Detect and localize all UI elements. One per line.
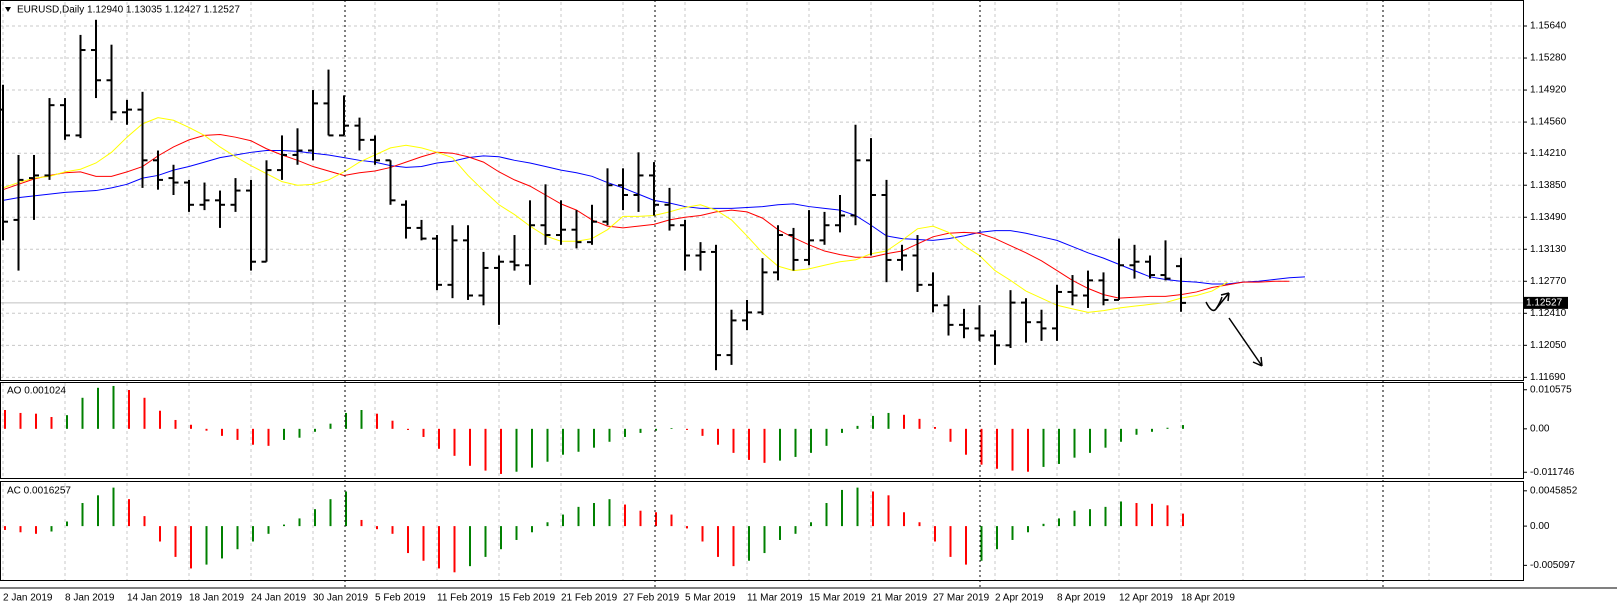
y-tick-label: -0.005097 — [1530, 560, 1575, 571]
y-tick-label: 1.12770 — [1530, 276, 1567, 287]
last-price-label: 1.12527 — [1526, 298, 1563, 309]
x-tick-label: 11 Feb 2019 — [437, 593, 493, 604]
x-tick-label: 14 Jan 2019 — [127, 593, 182, 604]
x-tick-label: 15 Feb 2019 — [499, 593, 556, 604]
y-tick-label: 1.13850 — [1530, 180, 1567, 191]
x-tick-label: 5 Feb 2019 — [375, 593, 426, 604]
y-tick-label: 1.13130 — [1530, 244, 1567, 255]
x-tick-label: 18 Apr 2019 — [1181, 593, 1235, 604]
panel-title: AC 0.0016257 — [7, 486, 71, 497]
x-tick-label: 27 Mar 2019 — [933, 593, 990, 604]
x-tick-label: 5 Mar 2019 — [685, 593, 736, 604]
x-tick-label: 8 Jan 2019 — [65, 593, 115, 604]
x-tick-label: 2 Jan 2019 — [3, 593, 53, 604]
y-tick-label: 1.15640 — [1530, 21, 1567, 32]
drawn-arrow-down — [1228, 317, 1263, 367]
y-tick-label: 1.14210 — [1530, 148, 1567, 159]
x-tick-label: 11 Mar 2019 — [747, 593, 803, 604]
header-triangle — [5, 7, 11, 12]
y-tick-label: 1.13490 — [1530, 212, 1567, 223]
y-tick-label: 0.00 — [1530, 521, 1550, 532]
chart-layer: 1.15640 1.15280 1.14920 1.14560 1.14210 1.138… — [0, 2, 1578, 604]
y-tick-label: 0.00 — [1530, 423, 1550, 434]
main-panel-border — [0, 0, 1524, 381]
x-tick-label: 15 Mar 2019 — [809, 593, 866, 604]
panel-title: AO 0.001024 — [7, 386, 66, 397]
y-tick-label: 1.12410 — [1530, 308, 1567, 319]
y-tick-label: 1.14560 — [1530, 117, 1567, 128]
x-tick-label: 30 Jan 2019 — [313, 593, 368, 604]
x-tick-label: 12 Apr 2019 — [1119, 593, 1173, 604]
x-tick-label: 18 Jan 2019 — [189, 593, 244, 604]
y-tick-label: 0.0045852 — [1530, 485, 1578, 496]
last-price-box — [1524, 296, 1568, 309]
y-tick-label: 0.010575 — [1530, 384, 1572, 395]
y-tick-label: 1.14920 — [1530, 85, 1567, 96]
ac-panel-border — [0, 481, 1524, 581]
moving-average-line — [2, 117, 1228, 313]
x-tick-label: 2 Apr 2019 — [995, 593, 1044, 604]
y-tick-label: 1.15280 — [1530, 53, 1567, 64]
drawn-arrow-up — [1215, 292, 1230, 310]
y-tick-label: -0.011746 — [1530, 467, 1575, 478]
ao-panel-border — [0, 382, 1524, 479]
x-tick-label: 27 Feb 2019 — [623, 593, 680, 604]
moving-average-line — [2, 134, 1290, 299]
x-tick-label: 24 Jan 2019 — [251, 593, 306, 604]
y-tick-label: 1.11690 — [1530, 372, 1566, 383]
x-tick-label: 8 Apr 2019 — [1057, 593, 1106, 604]
x-tick-label: 21 Mar 2019 — [871, 593, 928, 604]
y-tick-label: 1.12050 — [1530, 340, 1567, 351]
panel-title: EURUSD,Daily 1.12940 1.13035 1.12427 1.1… — [17, 5, 240, 16]
x-tick-label: 21 Feb 2019 — [561, 593, 618, 604]
